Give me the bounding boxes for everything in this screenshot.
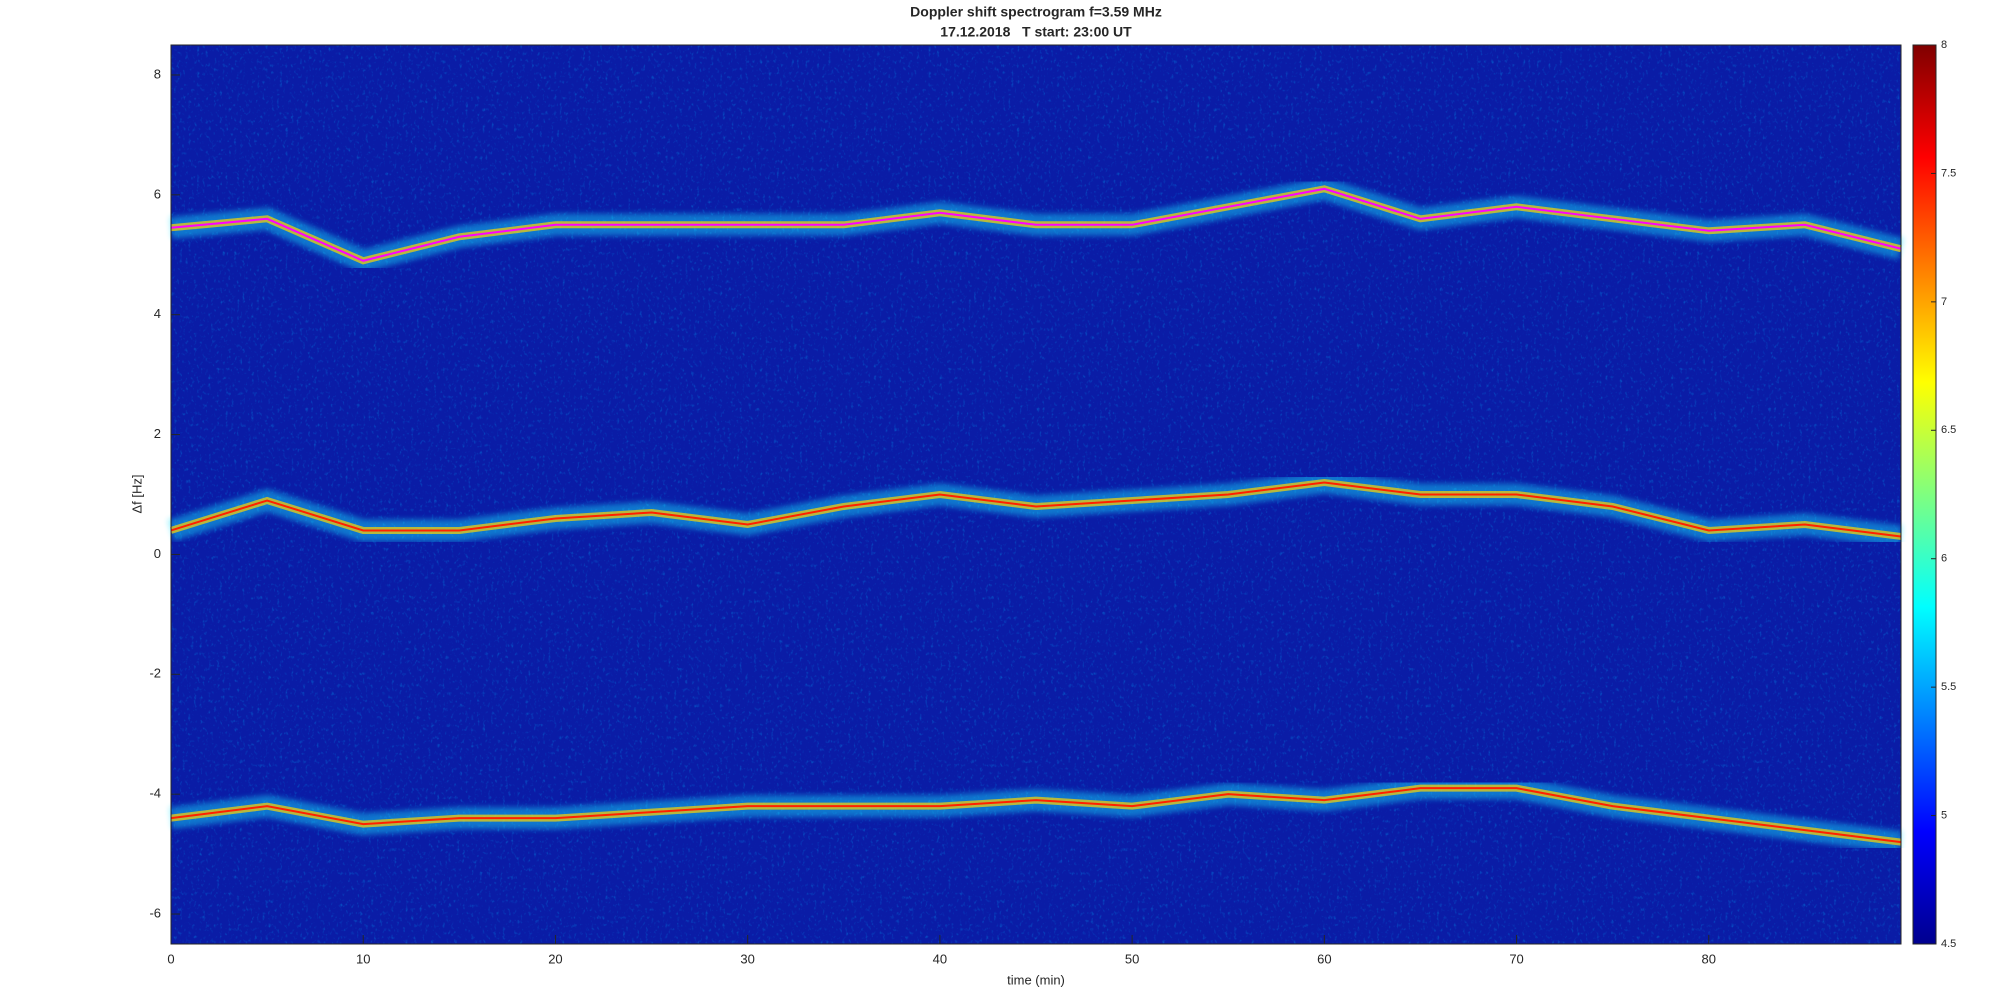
colorbar-tick-label: 7 xyxy=(1941,296,1947,308)
y-tick-label: 0 xyxy=(154,546,161,561)
plot-layer xyxy=(167,177,1904,854)
y-tick-label: 2 xyxy=(154,426,161,441)
y-tick-label: 8 xyxy=(154,66,161,81)
x-tick-label: 0 xyxy=(167,951,174,966)
colorbar-tick-label: 6 xyxy=(1941,553,1947,565)
x-tick-label: 50 xyxy=(1125,951,1139,966)
chart-title: Doppler shift spectrogram f=3.59 MHz xyxy=(910,4,1162,20)
y-tick-label: -6 xyxy=(149,905,161,920)
colorbar-tick-label: 5 xyxy=(1941,809,1947,821)
x-tick-label: 20 xyxy=(548,951,562,966)
signal-trace xyxy=(170,787,1902,844)
colorbar-tick-label: 7.5 xyxy=(1941,167,1956,179)
signal-trace xyxy=(170,187,1902,262)
x-tick-label: 40 xyxy=(933,951,947,966)
y-axis-label: Δf [Hz] xyxy=(129,474,144,513)
x-tick-label: 80 xyxy=(1702,951,1716,966)
plot-frame xyxy=(170,44,1902,945)
x-tick-label: 30 xyxy=(740,951,754,966)
y-tick-label: 4 xyxy=(154,306,161,321)
colorbar-tick-label: 8 xyxy=(1941,39,1947,51)
y-tick-label: -4 xyxy=(149,786,161,801)
chart-subtitle: 17.12.2018 T start: 23:00 UT xyxy=(940,24,1132,40)
colorbar-tick-label: 5.5 xyxy=(1941,681,1956,693)
colorbar-tick-label: 6.5 xyxy=(1941,424,1956,436)
y-tick-label: -2 xyxy=(149,666,161,681)
y-tick-label: 6 xyxy=(154,186,161,201)
x-tick-label: 70 xyxy=(1509,951,1523,966)
x-tick-label: 10 xyxy=(356,951,370,966)
colorbar xyxy=(1912,44,1937,945)
x-axis-label: time (min) xyxy=(1007,972,1065,987)
colorbar-tick-label: 4.5 xyxy=(1941,938,1956,950)
x-tick-label: 60 xyxy=(1317,951,1331,966)
signal-trace xyxy=(170,481,1902,538)
